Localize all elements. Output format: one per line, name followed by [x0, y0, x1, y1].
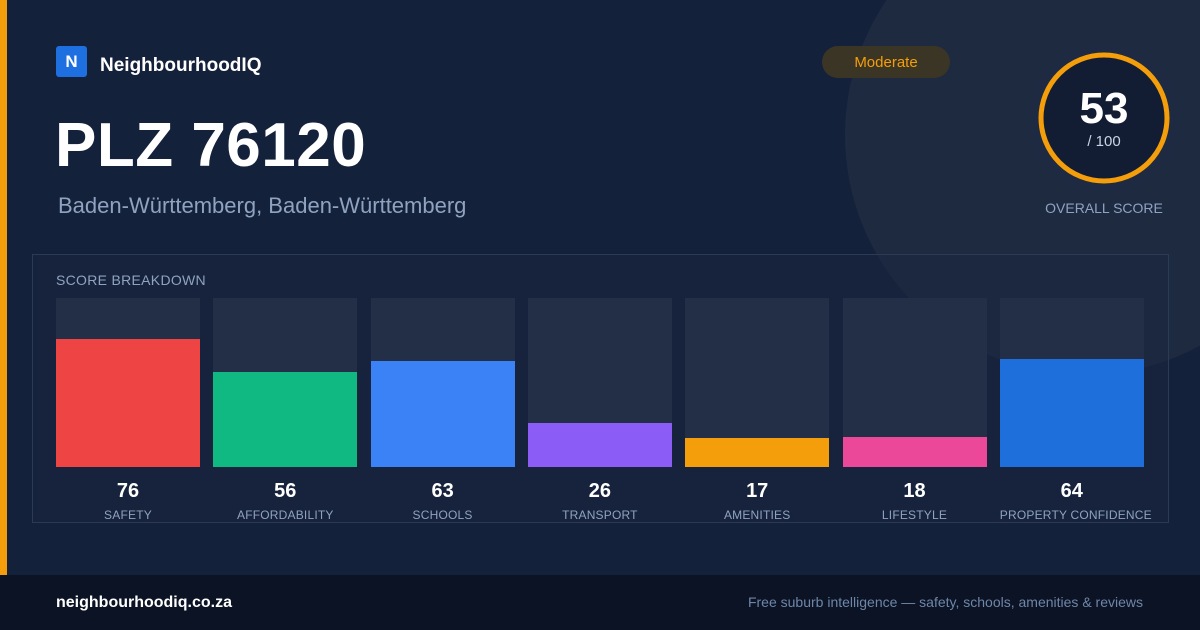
bar-value-label: 76: [116, 480, 140, 502]
share-card: N NeighbourhoodIQ PLZ 76120 Baden-Württe…: [0, 0, 1179, 575]
score-breakdown-panel: SCORE BREAKDOWN 76 SAFETY 56 AFFORDABILITY 6…: [32, 254, 1169, 523]
overall-score-value: 53: [1079, 84, 1129, 133]
bar-column: 17 AMENITIES: [685, 298, 830, 522]
bar: [56, 338, 200, 467]
bar-column: 64 PROPERTY CONFIDENCE: [999, 298, 1152, 522]
footer-url[interactable]: neighbourhoodiq.co.za: [56, 594, 232, 611]
bar-value-label: 64: [1060, 480, 1083, 502]
footer: neighbourhoodiq.co.za Free suburb intell…: [0, 575, 1200, 630]
bar-track: [685, 298, 830, 467]
overall-score-max: / 100: [1087, 133, 1121, 150]
score-ring-arc: [1038, 52, 1170, 184]
accent-bar: [0, 0, 7, 575]
bar-category-label: SCHOOLS: [412, 508, 473, 522]
bar: [527, 423, 672, 467]
bar-category-label: PROPERTY CONFIDENCE: [999, 508, 1152, 522]
bar-category-label: TRANSPORT: [562, 508, 638, 522]
brand: N NeighbourhoodIQ: [56, 46, 261, 77]
bar-value-label: 26: [588, 480, 612, 502]
bar-track: [999, 298, 1144, 467]
bar-track: [842, 298, 987, 467]
bar: [685, 438, 830, 467]
bar-category-label: LIFESTYLE: [881, 508, 948, 522]
bar: [213, 372, 358, 467]
bar-category-label: SAFETY: [104, 508, 152, 522]
bar: [842, 436, 987, 467]
bar-track: [370, 298, 515, 467]
bar-value-label: 18: [903, 480, 926, 502]
page-subtitle: Baden-Württemberg, Baden-Württemberg: [58, 193, 467, 218]
brand-name: NeighbourhoodIQ: [100, 54, 262, 76]
footer-tagline: Free suburb intelligence — safety, schoo…: [747, 594, 1143, 610]
bar-track: [527, 298, 672, 467]
bar-column: 63 SCHOOLS: [370, 298, 515, 522]
chart-title: SCORE BREAKDOWN: [56, 272, 206, 288]
bar-track: [213, 298, 358, 467]
page-title: PLZ 76120: [55, 111, 367, 180]
overall-score-label: OVERALL SCORE: [1045, 200, 1163, 216]
bar-column: 56 AFFORDABILITY: [213, 298, 358, 522]
bar-value-label: 56: [274, 480, 297, 502]
bar-column: 76 SAFETY: [56, 298, 200, 522]
bar-value-label: 63: [431, 480, 454, 502]
bar: [999, 358, 1144, 467]
bar-track: [56, 298, 200, 467]
rating-badge: Moderate: [822, 46, 950, 78]
brand-logo-icon: N: [56, 46, 87, 77]
score-ring: [1029, 43, 1179, 193]
bar: [370, 360, 515, 467]
bar-column: 18 LIFESTYLE: [842, 298, 987, 522]
bar-value-label: 17: [746, 480, 769, 502]
bar-category-label: AMENITIES: [723, 508, 791, 522]
bar-category-label: AFFORDABILITY: [236, 508, 334, 522]
bar-column: 26 TRANSPORT: [527, 298, 672, 522]
bar-chart: 76 SAFETY 56 AFFORDABILITY 63 SCHOOLS 26 TRANSP…: [33, 255, 1168, 522]
